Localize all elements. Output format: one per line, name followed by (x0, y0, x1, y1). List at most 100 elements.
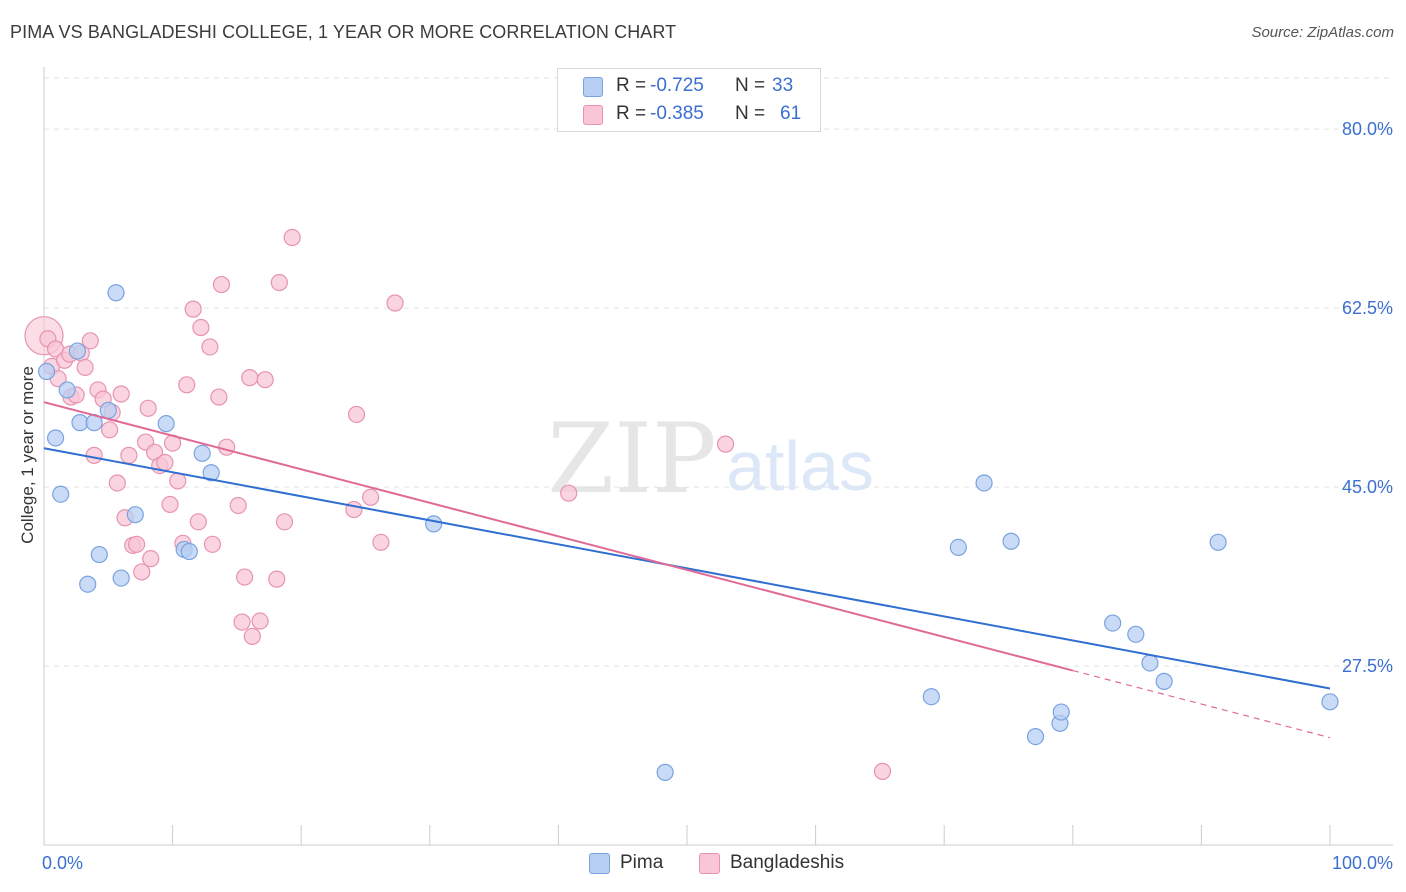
pima-point (922, 688, 940, 706)
y-tick-label: 80.0% (1342, 119, 1393, 139)
pima-point (52, 485, 70, 503)
bangladeshis-point (229, 496, 247, 515)
y-tick-label: 27.5% (1342, 656, 1393, 676)
bangladeshis-point (218, 438, 236, 456)
pima-point (425, 515, 443, 533)
bangladeshis-point (85, 446, 103, 464)
bangladeshis-point (270, 273, 288, 292)
bangladeshis-legend-swatch (699, 853, 720, 874)
pima-point (46, 429, 65, 447)
pima-point (193, 444, 211, 462)
legend-n-value: 33 (772, 75, 794, 96)
pima-swatch (583, 77, 603, 97)
y-tick-labels: 27.5% 45.0% 62.5% 80.0% (1342, 119, 1393, 676)
bangladeshis-point (873, 762, 892, 780)
bangladeshis-point (156, 453, 174, 472)
pima-point (68, 342, 87, 360)
bangladeshis-point (100, 421, 119, 439)
legend-r-value: -0.725 (650, 75, 704, 96)
bangladeshis-point (127, 535, 146, 553)
bangladeshis-point (372, 533, 390, 551)
bangladeshis-point (275, 513, 294, 531)
pima-point (126, 506, 144, 524)
trend-lines (43, 401, 1331, 739)
bangladeshis-legend-label: Bangladeshis (730, 852, 845, 873)
bangladeshis-point (256, 371, 274, 389)
correlation-legend: R = -0.725 N = 33 R = -0.385 N = 61 (557, 68, 821, 132)
legend-n-label: N = (735, 103, 766, 124)
watermark: ZIP atlas (547, 403, 874, 515)
pima-point (656, 763, 674, 781)
bangladeshis-point (386, 294, 404, 312)
bangladeshis-point (133, 563, 151, 581)
pima-point (112, 569, 130, 587)
bangladeshis-point (142, 550, 160, 568)
pima-point (1002, 532, 1020, 550)
bangladeshis-point (345, 500, 363, 519)
chart-title: PIMA VS BANGLADESHI COLLEGE, 1 YEAR OR M… (10, 22, 677, 42)
x-tick-label: 0.0% (42, 853, 83, 873)
bangladeshis-point (112, 385, 130, 403)
bangladeshis-point (241, 369, 259, 387)
legend-r-value: -0.385 (650, 103, 704, 124)
bangladeshis-point (201, 338, 219, 356)
pima-point (107, 284, 125, 302)
pima-point (1127, 625, 1145, 643)
bangladeshis-point (236, 568, 254, 586)
bangladeshis-point (178, 376, 196, 394)
pima-point (180, 542, 198, 561)
bangladeshis-trend-extension (1072, 669, 1331, 739)
pima-points (37, 284, 1339, 781)
legend-r-label: R = (616, 103, 647, 124)
bangladeshis-point (76, 358, 94, 377)
bangladeshis-point (268, 570, 286, 588)
y-tick-label: 45.0% (1342, 477, 1393, 497)
bangladeshis-point (251, 612, 269, 630)
x-tick-label: 100.0% (1332, 853, 1393, 873)
bangladeshis-point (210, 388, 228, 406)
watermark-atlas: atlas (726, 427, 874, 505)
bangladeshis-point (192, 318, 210, 337)
pima-point (1104, 614, 1122, 632)
bangladeshis-trend-line (43, 401, 1074, 672)
bangladeshis-point (203, 535, 222, 553)
bangladeshis-point (161, 495, 179, 514)
pima-point (79, 575, 97, 593)
bangladeshis-point (283, 228, 301, 247)
bangladeshis-point (169, 472, 187, 490)
bangladeshis-point (560, 484, 578, 502)
bangladeshis-point (243, 627, 261, 645)
bangladeshis-point (184, 300, 202, 318)
pima-point (1155, 672, 1173, 690)
bangladeshis-point (189, 513, 207, 531)
x-tick-labels: 0.0% 100.0% (42, 853, 1393, 873)
pima-point (90, 545, 108, 564)
pima-point (157, 415, 175, 433)
bangladeshis-point (81, 332, 99, 350)
bangladeshis-point (108, 474, 126, 492)
pima-point (202, 464, 220, 482)
bangladeshis-swatch (583, 105, 603, 125)
pima-point (99, 401, 117, 419)
y-tick-label: 62.5% (1342, 298, 1393, 318)
pima-point (949, 538, 967, 557)
bangladeshis-point (362, 488, 380, 506)
pima-trend-line (43, 447, 1331, 690)
bangladeshis-point (233, 613, 251, 631)
bangladeshis-point (716, 435, 735, 453)
axes (43, 67, 1393, 846)
pima-point (58, 381, 76, 399)
pima-point (1321, 693, 1339, 711)
pima-point (975, 474, 993, 492)
bangladeshis-point (139, 399, 157, 417)
legend-n-label: N = (735, 75, 766, 96)
pima-point (1052, 703, 1070, 721)
pima-legend-label: Pima (620, 852, 664, 873)
legend-r-label: R = (616, 75, 647, 96)
bangladeshis-point (120, 446, 138, 464)
legend-n-value: 61 (780, 103, 802, 124)
chart-source: Source: ZipAtlas.com (1251, 24, 1394, 41)
pima-point (1209, 533, 1227, 551)
bangladeshis-point (212, 275, 231, 294)
